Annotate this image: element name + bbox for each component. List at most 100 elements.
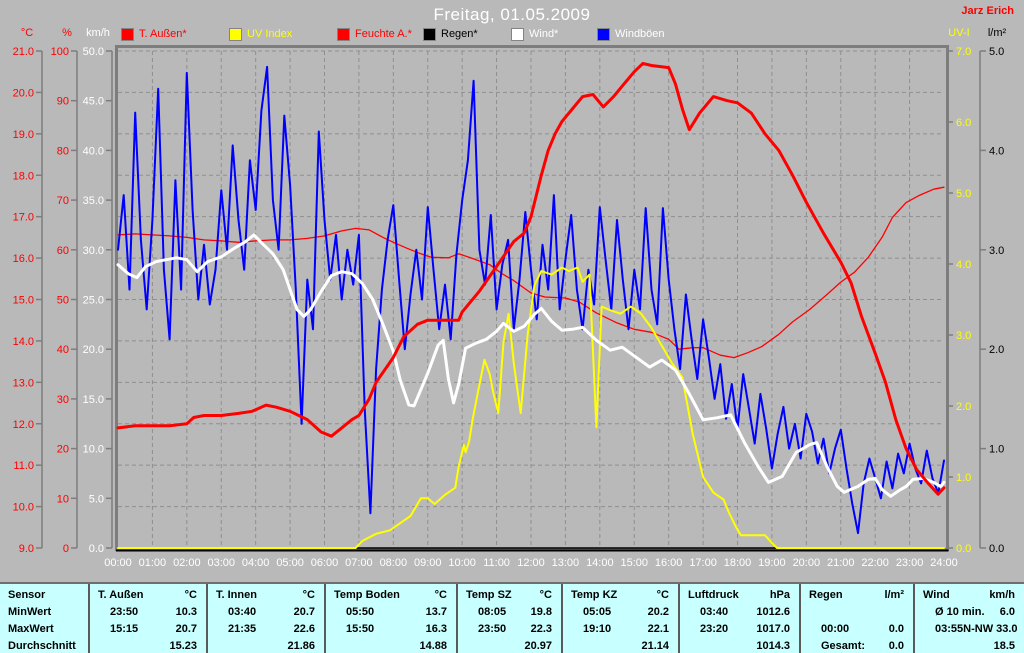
- tick-label-temp: 9.0: [19, 543, 34, 555]
- legend: T. Außen* UV Index Feuchte A.* Regen* Wind* W…: [0, 27, 940, 42]
- x-tick-label: 07:00: [345, 557, 373, 569]
- x-tick-label: 22:00: [861, 557, 889, 569]
- x-tick-label: 09:00: [414, 557, 442, 569]
- tick-label-wind: 35.0: [83, 195, 104, 207]
- table-row: 23:50 22.3: [458, 621, 561, 638]
- table-row: 03:40 1012.6: [680, 604, 799, 621]
- tick-label-temp: 10.0: [13, 502, 34, 514]
- value-time: 08:05: [478, 606, 507, 618]
- table-column-wind: Wind km/h Ø 10 min. 6.0 03:55 N-NW 33.0 18.5: [913, 584, 1024, 653]
- value-number: 1014.3: [756, 640, 790, 652]
- value-number: 0.0: [888, 623, 904, 635]
- page-title: Freitag, 01.05.2009: [433, 5, 591, 24]
- tick-label-uv: 7.0: [956, 46, 971, 58]
- legend-swatch-icon: [121, 27, 134, 41]
- row-label: Durchschnitt: [0, 638, 88, 653]
- sensor-name: Temp SZ: [466, 589, 512, 601]
- value-time: [90, 638, 110, 653]
- table-row: 05:50 13.7: [326, 604, 456, 621]
- legend-swatch-icon: [229, 27, 242, 41]
- column-header-row: Temp Boden °C: [326, 587, 456, 604]
- table-row: 23:50 10.3: [90, 604, 206, 621]
- value-time: [801, 604, 821, 621]
- value-number: 20.97: [524, 640, 552, 652]
- sensor-name: T. Außen: [98, 589, 144, 601]
- value-time: [915, 638, 935, 653]
- sensor-name: T. Innen: [216, 589, 257, 601]
- tick-label-uv: 6.0: [956, 117, 971, 129]
- axis-unit-wind: km/h: [86, 27, 110, 39]
- value-number: 1017.0: [756, 623, 790, 635]
- table-row: 15:50 16.3: [326, 621, 456, 638]
- table-column-regen: Regen l/m² 00:00 0.0 Gesamt: 0.0: [799, 584, 913, 653]
- x-tick-label: 18:00: [724, 557, 752, 569]
- legend-label: Feuchte A.*: [355, 28, 412, 40]
- legend-label: Wind*: [529, 28, 559, 40]
- value-time: Gesamt:: [821, 640, 866, 652]
- table-column-labels: Sensor MinWert MaxWert Durchschnitt: [0, 584, 88, 653]
- table-column-temp-kz: Temp KZ °C 05:05 20.2 19:10 22.1 21.14: [561, 584, 678, 653]
- tick-label-wind: 20.0: [83, 344, 104, 356]
- value-number: 15.23: [169, 640, 197, 652]
- tick-label-humidity: 60: [57, 245, 69, 257]
- tick-label-humidity: 40: [57, 344, 69, 356]
- value-time: [458, 638, 478, 653]
- x-tick-label: 21:00: [827, 557, 855, 569]
- table-row: 15.23: [90, 638, 206, 653]
- column-header-row: Luftdruck hPa: [680, 587, 799, 604]
- tick-label-rain: 4.0: [989, 145, 1004, 157]
- value-number: 13.7: [425, 606, 447, 618]
- row-label-text: MinWert: [8, 606, 52, 618]
- tick-label-temp: 18.0: [13, 170, 34, 182]
- tick-label-temp: 19.0: [13, 129, 34, 141]
- x-tick-label: 19:00: [758, 557, 786, 569]
- value-time: 23:20: [700, 623, 729, 635]
- axis-unit-humidity: %: [62, 27, 72, 39]
- series-wind: [116, 233, 946, 498]
- table-row: 21.14: [563, 638, 678, 653]
- table-column-luftdruck: Luftdruck hPa 03:40 1012.6 23:20 1017.0 1014.3: [678, 584, 799, 653]
- table-row: 03:40 20.7: [208, 604, 324, 621]
- table-row: 21.86: [208, 638, 324, 653]
- sensor-unit: °C: [302, 589, 315, 601]
- legend-swatch-icon: [423, 27, 436, 41]
- x-tick-label: 11:00: [483, 557, 510, 569]
- tick-label-temp: 14.0: [13, 336, 34, 348]
- tick-label-humidity: 50: [57, 295, 69, 307]
- tick-label-humidity: 70: [57, 195, 69, 207]
- x-tick-label: 00:00: [104, 557, 132, 569]
- sensor-unit: l/m²: [884, 589, 904, 601]
- tick-label-wind: 25.0: [83, 295, 104, 307]
- tick-label-rain: 3.0: [989, 245, 1004, 257]
- tick-label-wind: 5.0: [89, 493, 104, 505]
- x-tick-label: 16:00: [655, 557, 683, 569]
- sensor-unit: hPa: [769, 589, 790, 601]
- value-number: 14.88: [419, 640, 447, 652]
- x-tick-label: 17:00: [689, 557, 717, 569]
- value-time: 03:40: [228, 606, 257, 618]
- tick-label-temp: 11.0: [13, 460, 34, 472]
- tick-label-wind: 10.0: [83, 444, 104, 456]
- value-time: 03:40: [700, 606, 729, 618]
- x-tick-label: 04:00: [242, 557, 270, 569]
- value-number: 20.7: [293, 606, 315, 618]
- series-windb-en: [117, 65, 945, 535]
- value-number: 1012.6: [756, 606, 790, 618]
- table-row: 00:00 0.0: [801, 621, 913, 638]
- table-row: Ø 10 min. 6.0: [915, 604, 1024, 621]
- tick-label-uv: 1.0: [956, 472, 971, 484]
- tick-label-rain: 5.0: [989, 46, 1004, 58]
- table-row: 23:20 1017.0: [680, 621, 799, 638]
- tick-label-wind: 15.0: [83, 394, 104, 406]
- value-time: [326, 638, 346, 653]
- table-row: 19:10 22.1: [563, 621, 678, 638]
- value-number: 6.0: [999, 606, 1015, 618]
- value-time: 05:50: [346, 606, 375, 618]
- column-header-row: Wind km/h: [915, 587, 1024, 604]
- value-time: 15:50: [346, 623, 375, 635]
- column-header-row: T. Innen °C: [208, 587, 324, 604]
- value-number: 20.2: [647, 606, 669, 618]
- tick-label-temp: 21.0: [13, 46, 34, 58]
- value-number: 22.6: [293, 623, 315, 635]
